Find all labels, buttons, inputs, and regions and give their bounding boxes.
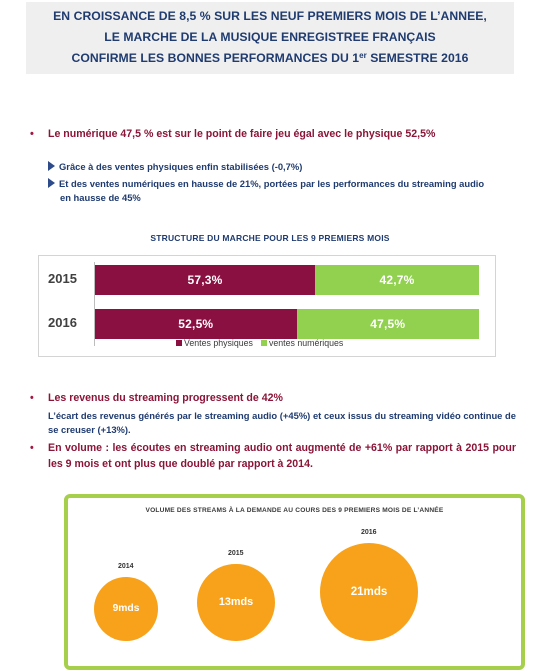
bullet-dot: • (30, 442, 34, 454)
header-line-3-prefix: CONFIRME LES BONNES PERFORMANCES DU 1 (71, 51, 360, 65)
bar-2015-physique: 57,3% (95, 265, 316, 295)
bar-value-label: 42,7% (379, 273, 415, 287)
legend-item-numerique: ventes numériques (260, 338, 344, 348)
bar-value-label: 52,5% (178, 317, 214, 331)
category-label-2016: 2016 (48, 315, 77, 330)
legend-label: ventes numériques (268, 338, 344, 348)
bubble-2015: 13mds (197, 563, 275, 641)
bullet-numerique-text: Le numérique 47,5 % est sur le point de … (48, 128, 436, 140)
streams-chart-title: VOLUME DES STREAMS À LA DEMANDE AU COURS… (145, 507, 444, 514)
chart-legend: Ventes physiques ventes numériques (176, 338, 351, 348)
bar-2016-physique: 52,5% (95, 309, 297, 339)
sub-point-numerique-text-cont: en hausse de 45% (60, 192, 141, 203)
sub-point-numerique-text: Et des ventes numériques en hausse de 21… (59, 178, 485, 189)
page-header: EN CROISSANCE DE 8,5 % SUR LES NEUF PREM… (26, 2, 514, 74)
legend-item-physique: Ventes physiques (176, 338, 253, 348)
streaming-detail: L’écart des revenus générés par le strea… (48, 410, 516, 435)
sub-point-physique-text: Grâce à des ventes physiques enfin stabi… (59, 161, 303, 172)
sub-point-physique: Grâce à des ventes physiques enfin stabi… (48, 160, 508, 174)
bubble-year-2016: 2016 (361, 529, 377, 536)
category-label-2015: 2015 (48, 271, 77, 286)
header-line-3-suffix: SEMESTRE 2016 (366, 51, 469, 65)
bar-2015-numerique: 42,7% (315, 265, 479, 295)
bar-value-label: 57,3% (187, 273, 223, 287)
market-structure-chart (38, 255, 496, 357)
legend-label: Ventes physiques (184, 338, 253, 348)
header-line-1: EN CROISSANCE DE 8,5 % SUR LES NEUF PREM… (53, 9, 487, 23)
bullet-streaming-revenus-text: Les revenus du streaming progressent de … (48, 392, 283, 404)
bar-value-label: 47,5% (370, 317, 406, 331)
bullet-numerique: • Le numérique 47,5 % est sur le point de… (30, 128, 435, 140)
streams-volume-chart: VOLUME DES STREAMS À LA DEMANDE AU COURS… (64, 494, 525, 670)
bullet-volume-text: En volume : les écoutes en streaming aud… (48, 442, 516, 470)
bar-2016-numerique: 47,5% (296, 309, 479, 339)
chart-axis (94, 262, 95, 346)
bubble-year-2014: 2014 (118, 562, 134, 570)
bullet-dot: • (30, 128, 34, 140)
arrow-right-icon (48, 161, 55, 171)
bubble-year-2015: 2015 (228, 549, 244, 557)
sub-point-numerique: Et des ventes numériques en hausse de 21… (48, 177, 518, 205)
header-line-2: LE MARCHE DE LA MUSIQUE ENREGISTREE FRAN… (104, 30, 436, 44)
arrow-right-icon (48, 178, 55, 188)
bullet-streaming-revenus: • Les revenus du streaming progressent d… (30, 390, 516, 406)
legend-swatch (176, 340, 182, 346)
bullet-dot: • (30, 392, 34, 404)
bullet-volume: • En volume : les écoutes en streaming a… (30, 440, 516, 472)
chart-title: STRUCTURE DU MARCHE POUR LES 9 PREMIERS … (150, 233, 390, 243)
header-line-3: CONFIRME LES BONNES PERFORMANCES DU 1er … (26, 48, 514, 69)
bubble-2016: 21mds (320, 543, 418, 641)
bubble-2014: 9mds (93, 576, 159, 641)
legend-swatch (260, 340, 267, 346)
header-line-3-sup: er (359, 51, 367, 60)
